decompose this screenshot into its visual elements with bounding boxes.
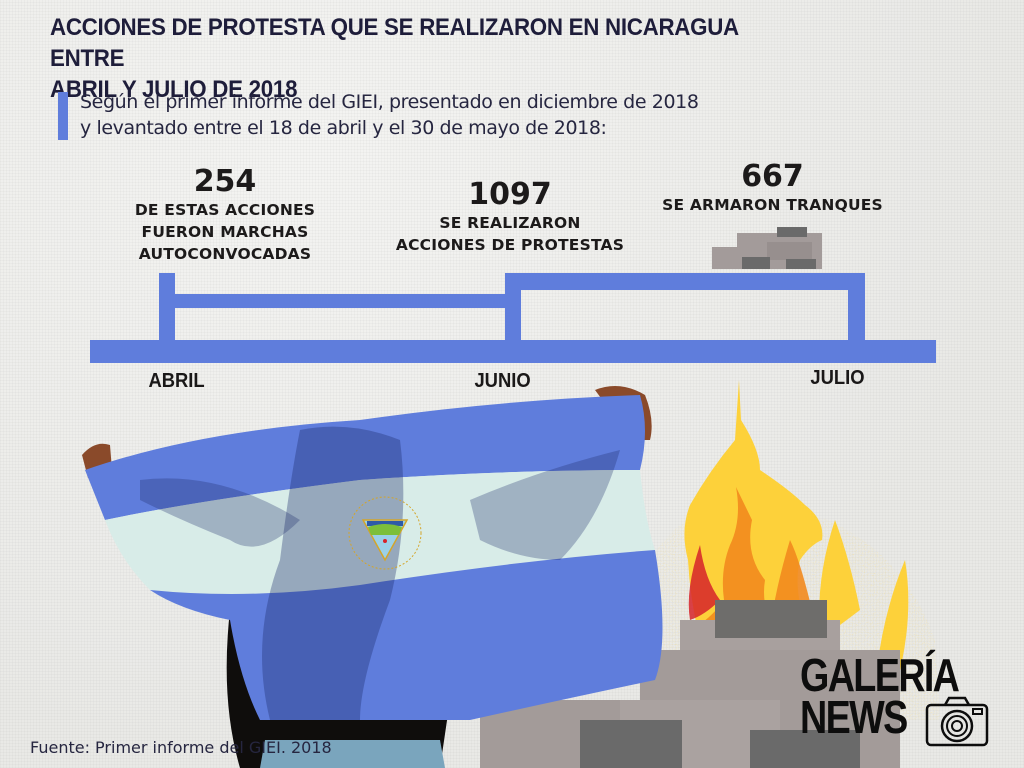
timeline-segment-abril-junio — [175, 294, 507, 308]
intro-line-1: Según el primer informe del GIEI, presen… — [80, 91, 699, 113]
month-label-junio: JUNIO — [474, 370, 531, 392]
timeline-marker-junio — [505, 273, 521, 343]
flag-seal — [348, 496, 422, 570]
stat-description: DE ESTAS ACCIONES FUERON MARCHAS AUTOCON… — [134, 201, 316, 263]
logo-line-2: NEWS — [800, 691, 908, 743]
intro-line-2: y levantado entre el 18 de abril y el 30… — [80, 117, 607, 139]
source-note: Fuente: Primer informe del GIEI. 2018 — [30, 738, 332, 757]
logo-line-1: GALERÍA — [800, 649, 960, 701]
title-line-2: ABRIL Y JULIO DE 2018 — [50, 76, 298, 103]
stat-number: 1097 — [468, 177, 552, 212]
stat-description: SE ARMARON TRANQUES — [662, 196, 883, 214]
timeline-baseline — [90, 340, 936, 363]
stat-number: 254 — [193, 164, 257, 199]
month-label-julio: JULIO — [810, 367, 865, 389]
stat-acciones: 1097 SE REALIZARON ACCIONES DE PROTESTAS — [375, 178, 645, 256]
title-line-1: ACCIONES DE PROTESTA QUE SE REALIZARON E… — [50, 14, 739, 72]
protester-flag-illustration — [82, 386, 663, 768]
stat-number: 667 — [741, 159, 804, 194]
timeline-marker-julio — [848, 273, 865, 343]
fire-illustration — [480, 380, 940, 768]
galeria-news-logo: GALERÍA NEWS — [800, 649, 993, 747]
stat-description: SE REALIZARON ACCIONES DE PROTESTAS — [395, 214, 625, 254]
stat-tranques: 667 SE ARMARON TRANQUES — [645, 160, 900, 216]
barricade-icon — [712, 227, 822, 269]
camera-icon — [925, 696, 989, 747]
page-title: ACCIONES DE PROTESTA QUE SE REALIZARON E… — [50, 12, 813, 105]
stat-marchas: 254 DE ESTAS ACCIONES FUERON MARCHAS AUT… — [110, 165, 340, 265]
timeline-segment-junio-julio — [505, 273, 865, 290]
month-label-abril: ABRIL — [148, 370, 205, 392]
intro-text: Según el primer informe del GIEI, presen… — [80, 89, 699, 141]
timeline-marker-abril — [159, 273, 175, 343]
quote-accent-bar — [58, 92, 68, 140]
